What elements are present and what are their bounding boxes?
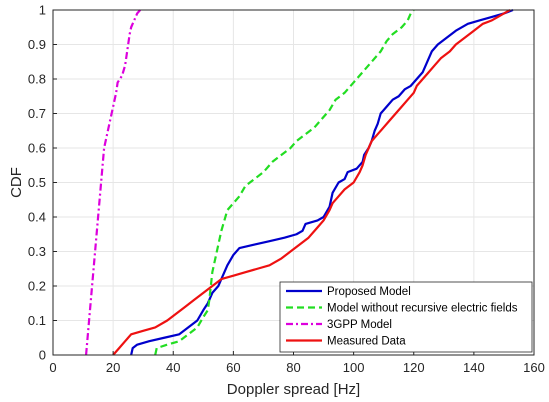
series-line-3: [112, 9, 511, 356]
x-tick-label: 140: [463, 360, 485, 375]
legend-label: Measured Data: [327, 336, 406, 348]
x-axis-title: Doppler spread [Hz]: [227, 381, 360, 398]
y-tick-labels: 0 0.1 0.2 0.3 0.4 0.5 0.6 0.7 0.8 0.9 1: [28, 3, 46, 363]
x-tick-label: 100: [343, 360, 365, 375]
series-lines: [84, 8, 514, 356]
legend-label: Model without recursive electric fields: [327, 303, 518, 315]
y-tick-label: 0.5: [28, 175, 46, 190]
y-tick-label: 0.9: [28, 37, 46, 52]
x-tick-label: 40: [166, 360, 180, 375]
y-tick-label: 0.3: [28, 244, 46, 259]
series-line-1: [154, 9, 415, 356]
y-tick-label: 0.2: [28, 279, 46, 294]
y-tick-label: 1: [39, 3, 46, 18]
y-tick-label: 0: [39, 348, 46, 363]
axis-ticks: [52, 9, 535, 356]
legend: Proposed Model Model without recursive el…: [279, 281, 533, 353]
x-tick-label: 80: [286, 360, 300, 375]
x-tick-label: 120: [403, 360, 425, 375]
y-tick-label: 0.8: [28, 72, 46, 87]
y-tick-label: 0.6: [28, 141, 46, 156]
series-line-2: [84, 9, 142, 356]
x-tick-label: 160: [523, 360, 545, 375]
x-tick-labels: 0 20 40 60 80 100 120 140 160: [49, 360, 544, 375]
y-tick-label: 0.1: [28, 313, 46, 328]
legend-label: 3GPP Model: [327, 319, 392, 331]
x-tick-label: 60: [226, 360, 240, 375]
x-tick-label: 0: [49, 360, 56, 375]
legend-entries: Proposed Model Model without recursive el…: [286, 286, 518, 348]
legend-label: Proposed Model: [327, 286, 411, 298]
y-tick-label: 0.4: [28, 210, 46, 225]
y-tick-label: 0.7: [28, 106, 46, 121]
y-axis-title: CDF: [8, 167, 25, 198]
x-tick-label: 20: [106, 360, 120, 375]
